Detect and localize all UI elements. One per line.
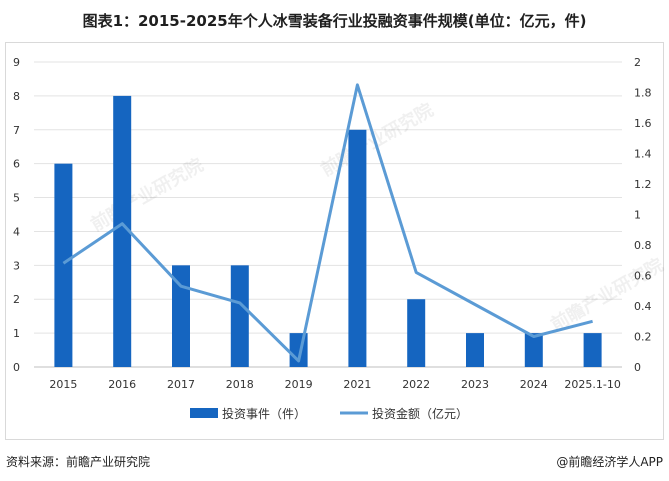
legend-label-bar: 投资事件（件） (222, 406, 306, 421)
bar (348, 129, 367, 367)
left-tick-label: 6 (13, 158, 20, 171)
bar (407, 299, 426, 367)
right-tick-label: 1.8 (634, 87, 652, 100)
x-tick-label: 2022 (402, 378, 430, 391)
legend: 投资事件（件） 投资金额（亿元） (190, 406, 468, 421)
right-tick-label: 1.6 (634, 117, 652, 130)
left-tick-label: 9 (13, 56, 20, 69)
x-tick-label: 2025.1-10 (564, 378, 620, 391)
line-point (239, 302, 240, 303)
gridlines (34, 61, 622, 368)
x-tick-label: 2017 (167, 378, 195, 391)
bar (54, 163, 73, 367)
legend-swatch-bar (190, 408, 218, 418)
left-tick-label: 0 (13, 361, 20, 374)
bar (524, 333, 543, 367)
right-tick-label: 2 (634, 56, 641, 69)
left-axis-ticks: 0 1 2 3 4 5 6 7 8 9 (13, 56, 20, 374)
right-axis-ticks: 0 0.2 0.4 0.6 0.8 1 1.2 1.4 1.6 1.8 2 (634, 56, 652, 374)
right-tick-label: 0 (634, 361, 641, 374)
x-tick-label: 2015 (49, 378, 77, 391)
bar (113, 95, 132, 367)
line-point (475, 304, 476, 305)
line-point (357, 84, 358, 85)
x-tick-label: 2018 (226, 378, 254, 391)
x-tick-label: 2023 (461, 378, 489, 391)
x-tick-label: 2021 (343, 378, 371, 391)
right-tick-label: 0.8 (634, 239, 652, 252)
bar-series (54, 95, 602, 367)
bar (466, 333, 484, 367)
watermark-text: 前瞻产业研究院 (317, 99, 437, 181)
right-tick-label: 0.6 (634, 270, 652, 283)
chart-title: 图表1：2015-2025年个人冰雪装备行业投融资事件规模(单位：亿元，件) (82, 12, 587, 30)
right-tick-label: 1.2 (634, 178, 652, 191)
bar (230, 265, 249, 367)
bar (583, 333, 602, 367)
x-tick-label: 2016 (108, 378, 136, 391)
left-tick-label: 2 (13, 293, 20, 306)
chart-frame (5, 42, 664, 440)
left-tick-label: 1 (13, 327, 20, 340)
left-tick-label: 8 (13, 90, 20, 103)
right-tick-label: 1.4 (634, 148, 652, 161)
line-series-path (62, 83, 593, 363)
right-tick-label: 1 (634, 209, 641, 222)
line-point (181, 286, 182, 287)
line-point (122, 223, 123, 224)
credit-note: @前瞻经济学人APP (556, 455, 663, 469)
source-note: 资料来源：前瞻产业研究院 (6, 455, 151, 469)
legend-label-line: 投资金额（亿元） (372, 406, 468, 421)
bar (172, 265, 190, 367)
left-tick-label: 7 (13, 124, 20, 137)
x-tick-label: 2024 (520, 378, 548, 391)
line-point (63, 263, 64, 264)
line-point (592, 321, 593, 322)
line-series (62, 83, 593, 363)
x-tick-label: 2019 (285, 378, 313, 391)
line-point (533, 336, 534, 337)
line-point (298, 360, 299, 361)
watermark-text: 前瞻产业研究院 (547, 254, 667, 336)
line-point (416, 272, 417, 273)
right-tick-label: 0.4 (634, 300, 652, 313)
left-tick-label: 5 (13, 192, 20, 205)
x-axis-ticks: 2015 2016 2017 2018 2019 2021 2022 2023 2024 2025… (49, 378, 620, 391)
watermark-text: 前瞻产业研究院 (87, 154, 207, 236)
right-tick-label: 0.2 (634, 331, 652, 344)
left-tick-label: 3 (13, 259, 20, 272)
left-tick-label: 4 (13, 225, 20, 238)
